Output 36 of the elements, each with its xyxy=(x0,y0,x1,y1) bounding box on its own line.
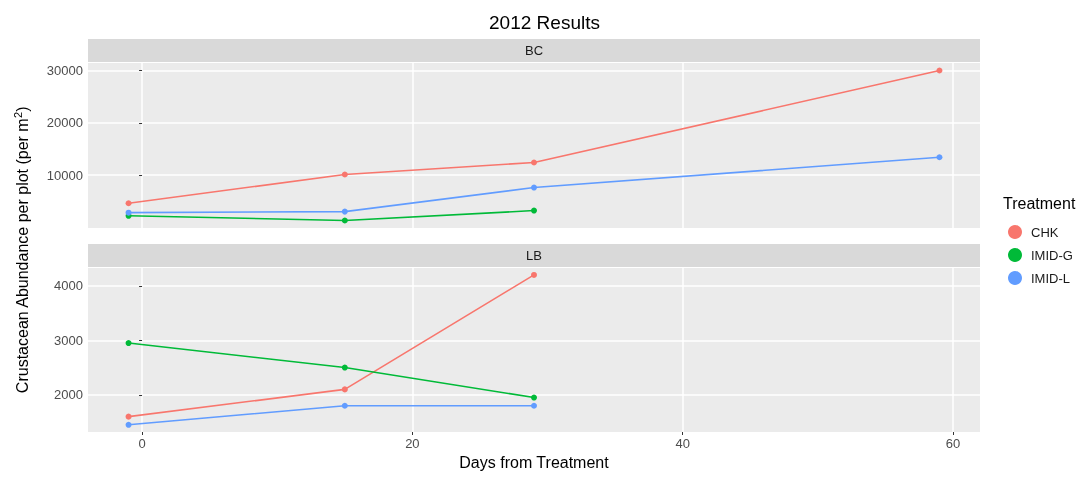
y-axis-title: Crustacean Abundance per plot (per m2) xyxy=(12,106,31,394)
legend-title: Treatment xyxy=(1003,194,1076,212)
chart-subtitle: BC xyxy=(524,43,544,58)
point xyxy=(341,217,348,224)
point xyxy=(531,207,537,214)
y-tick-label: 3000 xyxy=(54,332,83,348)
chart-title: 2012 Results xyxy=(489,12,600,33)
point xyxy=(125,200,132,207)
point xyxy=(341,171,348,178)
point xyxy=(531,402,537,409)
point xyxy=(125,421,132,428)
point xyxy=(531,271,537,278)
y-tick-label: 2000 xyxy=(54,387,83,403)
y-tick-label: 30000 xyxy=(46,63,83,78)
chart-subtitle: LB xyxy=(526,248,542,263)
point xyxy=(125,340,132,347)
point xyxy=(341,208,348,215)
legend-label: IMID-G xyxy=(1031,247,1073,263)
point xyxy=(341,402,348,409)
y-tick-label: 20000 xyxy=(46,115,83,131)
y-tick-label: 4000 xyxy=(54,278,83,294)
point xyxy=(531,184,537,191)
x-tick-label: 20 xyxy=(405,436,420,451)
point xyxy=(936,67,943,74)
x-tick-label: 40 xyxy=(675,436,690,451)
point xyxy=(531,394,537,401)
point xyxy=(531,159,537,166)
x-tick-label: 60 xyxy=(945,436,961,451)
x-tick-label: 0 xyxy=(138,436,146,451)
legend-label: IMID-L xyxy=(1031,270,1070,286)
point xyxy=(936,154,943,161)
y-tick-label: 10000 xyxy=(46,167,83,183)
legend-label: CHK xyxy=(1031,224,1059,240)
point xyxy=(341,364,348,371)
point xyxy=(341,386,348,393)
x-axis-title: Days from Treatment xyxy=(459,454,610,472)
